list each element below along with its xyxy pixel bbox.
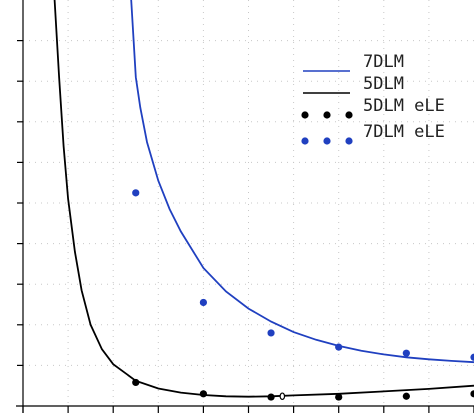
legend-label-7dlm-ele: 7DLM eLE <box>363 122 445 142</box>
legend-label-5dlm-ele: 5DLM eLE <box>363 96 445 116</box>
legend-label-7dlm: 7DLM <box>363 52 404 72</box>
point-7dlm-ele <box>335 343 343 351</box>
point-5dlm-ele <box>402 392 410 400</box>
point-7dlm-ele <box>402 349 410 357</box>
legend-label-5dlm: 5DLM <box>363 74 404 94</box>
legend-swatch-5dlm-ele <box>301 111 309 119</box>
legend-swatch-7dlm-ele <box>301 137 309 145</box>
grid <box>23 0 474 406</box>
point-7dlm-ele <box>267 329 275 337</box>
legend-swatch-7dlm-ele <box>345 137 353 145</box>
point-5dlm-ele <box>470 390 474 398</box>
axes <box>16 0 474 413</box>
hollow-marker <box>279 392 286 401</box>
point-5dlm-ele <box>132 378 140 387</box>
legend-swatch-7dlm-ele <box>323 137 331 145</box>
legend-swatch-5dlm-ele <box>323 111 331 119</box>
series-line-5dlm <box>53 0 474 398</box>
point-7dlm-ele <box>470 353 474 361</box>
points <box>132 189 474 401</box>
point-7dlm-ele <box>132 189 140 197</box>
legend-swatch-5dlm-ele <box>345 111 353 119</box>
point-5dlm-ele <box>267 393 275 401</box>
point-5dlm-ele <box>335 393 343 401</box>
series-line-7dlm <box>130 0 474 364</box>
point-7dlm-ele <box>199 298 207 307</box>
point-5dlm-ele <box>199 390 207 398</box>
curves <box>53 0 474 398</box>
